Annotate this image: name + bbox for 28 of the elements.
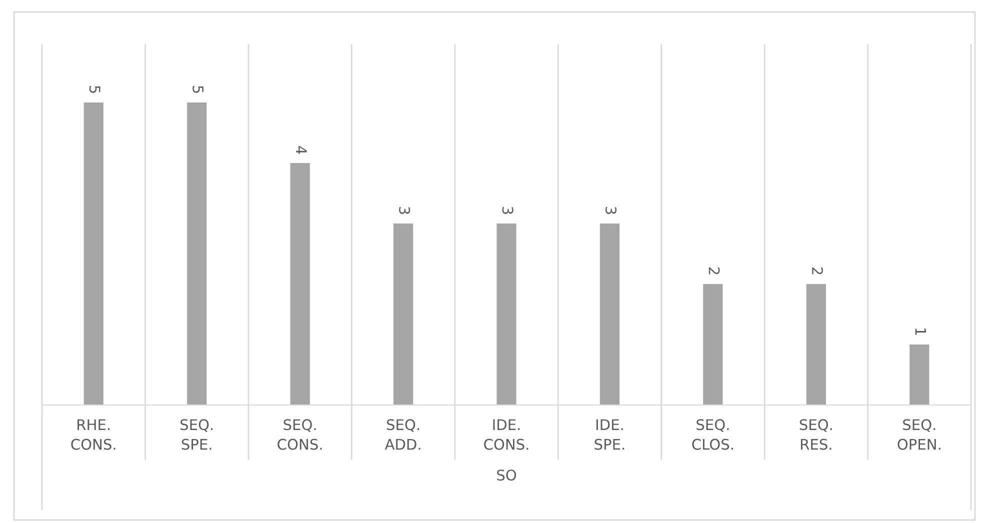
bar	[290, 162, 310, 405]
x-tick-label: SEQ. SPE.	[180, 419, 213, 450]
x-tick-label: SEQ. OPEN.	[898, 419, 940, 450]
x-tick-label: IDE. CONS.	[484, 419, 528, 450]
data-label: 2	[812, 267, 823, 274]
bar	[84, 102, 104, 405]
x-tick-label: SEQ. RES.	[800, 419, 832, 450]
bar	[600, 223, 620, 405]
bar	[910, 344, 930, 405]
data-label: 4	[296, 146, 307, 154]
data-label: 5	[192, 86, 204, 93]
data-label: 3	[502, 206, 514, 214]
x-tick-label: SEQ. CONS.	[278, 419, 322, 450]
x-axis-title: SO	[497, 470, 516, 481]
x-tick-label: SEQ. CLOS.	[692, 419, 733, 450]
data-label: 3	[399, 206, 410, 214]
bar	[496, 223, 516, 405]
data-label: 3	[605, 206, 617, 214]
x-tick-label: RHE. CONS.	[71, 419, 116, 450]
bar	[393, 223, 414, 405]
data-label: 1	[915, 328, 926, 335]
data-label: 2	[708, 267, 720, 274]
bar	[806, 284, 826, 405]
x-tick-label: SEQ. ADD.	[384, 419, 420, 450]
bar	[187, 102, 207, 405]
bar	[703, 284, 723, 405]
x-tick-label: IDE. SPE.	[594, 419, 624, 450]
data-label: 5	[89, 86, 100, 93]
